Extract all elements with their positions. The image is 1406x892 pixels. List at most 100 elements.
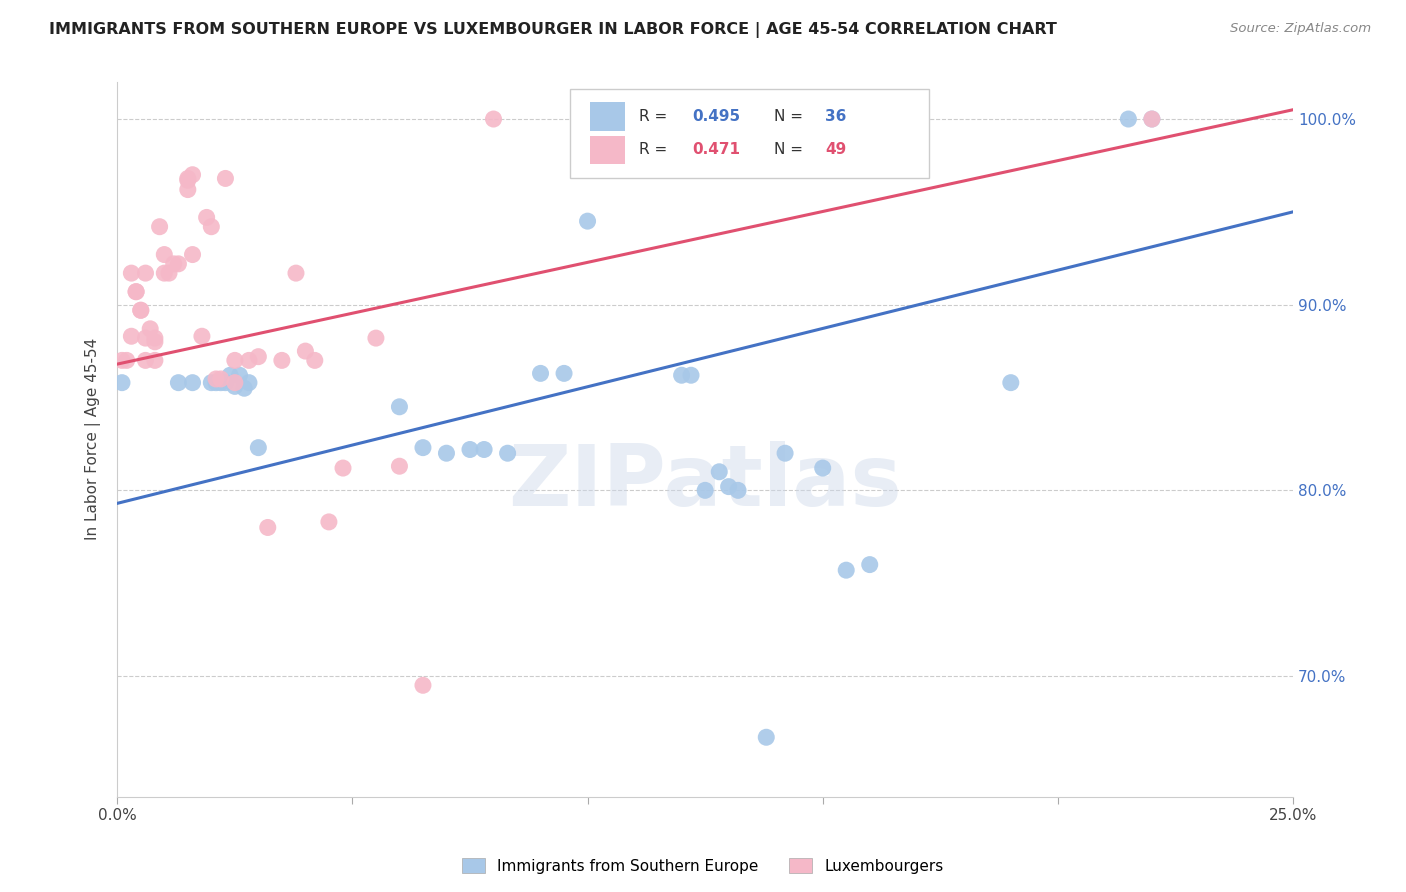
Text: R =: R = xyxy=(640,143,672,157)
Point xyxy=(134,331,156,345)
Point xyxy=(835,563,858,577)
Text: Source: ZipAtlas.com: Source: ZipAtlas.com xyxy=(1230,22,1371,36)
Legend: Immigrants from Southern Europe, Luxembourgers: Immigrants from Southern Europe, Luxembo… xyxy=(456,852,950,880)
Point xyxy=(214,376,236,390)
Point xyxy=(436,446,458,460)
Point xyxy=(553,367,575,381)
Point xyxy=(143,353,166,368)
Point xyxy=(472,442,495,457)
Point xyxy=(1140,112,1163,126)
Point xyxy=(773,446,796,460)
Point xyxy=(458,442,481,457)
Point xyxy=(238,376,260,390)
Text: IMMIGRANTS FROM SOUTHERN EUROPE VS LUXEMBOURGER IN LABOR FORCE | AGE 45-54 CORRE: IMMIGRANTS FROM SOUTHERN EUROPE VS LUXEM… xyxy=(49,22,1057,38)
Point xyxy=(200,219,222,234)
Point xyxy=(388,459,411,474)
Point xyxy=(181,376,204,390)
Point xyxy=(285,266,308,280)
Point xyxy=(111,376,134,390)
Point xyxy=(205,372,228,386)
Point xyxy=(134,353,156,368)
Point xyxy=(671,368,693,383)
Point xyxy=(153,266,176,280)
Point xyxy=(177,183,200,197)
Point xyxy=(143,334,166,349)
Text: N =: N = xyxy=(775,143,808,157)
Point xyxy=(125,285,148,299)
Point xyxy=(304,353,326,368)
Point xyxy=(318,515,340,529)
Point xyxy=(224,376,246,390)
Point xyxy=(219,368,242,383)
Point xyxy=(364,331,387,345)
Text: 36: 36 xyxy=(825,109,846,124)
Text: N =: N = xyxy=(775,109,808,124)
Point xyxy=(238,353,260,368)
Point xyxy=(859,112,882,126)
Point xyxy=(157,266,180,280)
Point xyxy=(811,461,834,475)
FancyBboxPatch shape xyxy=(591,102,626,130)
Point xyxy=(115,353,138,368)
Point xyxy=(120,266,142,280)
Point xyxy=(111,353,134,368)
Point xyxy=(388,400,411,414)
Point xyxy=(129,303,152,318)
Point xyxy=(695,483,717,498)
Point xyxy=(163,257,186,271)
Y-axis label: In Labor Force | Age 45-54: In Labor Force | Age 45-54 xyxy=(86,338,101,541)
Point xyxy=(859,558,882,572)
Point xyxy=(205,376,228,390)
Point xyxy=(228,368,250,383)
Point xyxy=(181,168,204,182)
Point xyxy=(209,372,232,386)
Text: ZIPatlas: ZIPatlas xyxy=(508,441,903,524)
Point xyxy=(167,257,190,271)
Point xyxy=(529,367,551,381)
Point xyxy=(120,329,142,343)
Point xyxy=(134,266,156,280)
Point xyxy=(209,376,232,390)
Point xyxy=(1118,112,1140,126)
Point xyxy=(1000,376,1022,390)
Point xyxy=(153,247,176,261)
Point xyxy=(679,368,702,383)
Point xyxy=(294,344,316,359)
Point xyxy=(709,465,731,479)
Point xyxy=(727,483,749,498)
Point xyxy=(332,461,354,475)
Text: 0.471: 0.471 xyxy=(692,143,740,157)
Point xyxy=(755,731,778,745)
Point xyxy=(224,379,246,393)
Point xyxy=(256,520,278,534)
Point xyxy=(191,329,214,343)
Point xyxy=(247,441,270,455)
Point xyxy=(247,350,270,364)
Point xyxy=(139,322,162,336)
Point xyxy=(149,219,172,234)
Point xyxy=(270,353,292,368)
Point xyxy=(181,247,204,261)
Text: 0.495: 0.495 xyxy=(692,109,741,124)
Point xyxy=(482,112,505,126)
Point xyxy=(214,171,236,186)
Point xyxy=(233,381,256,395)
Point xyxy=(143,331,166,345)
Text: R =: R = xyxy=(640,109,672,124)
Point xyxy=(177,173,200,187)
Point xyxy=(200,376,222,390)
Point xyxy=(717,480,740,494)
FancyBboxPatch shape xyxy=(591,136,626,164)
Point xyxy=(1140,112,1163,126)
Point xyxy=(412,441,434,455)
Point xyxy=(167,376,190,390)
Text: 49: 49 xyxy=(825,143,846,157)
Point xyxy=(412,678,434,692)
FancyBboxPatch shape xyxy=(569,89,928,178)
Point xyxy=(195,211,218,225)
Point xyxy=(576,214,599,228)
Point xyxy=(125,285,148,299)
Point xyxy=(129,303,152,318)
Point xyxy=(177,171,200,186)
Point xyxy=(224,353,246,368)
